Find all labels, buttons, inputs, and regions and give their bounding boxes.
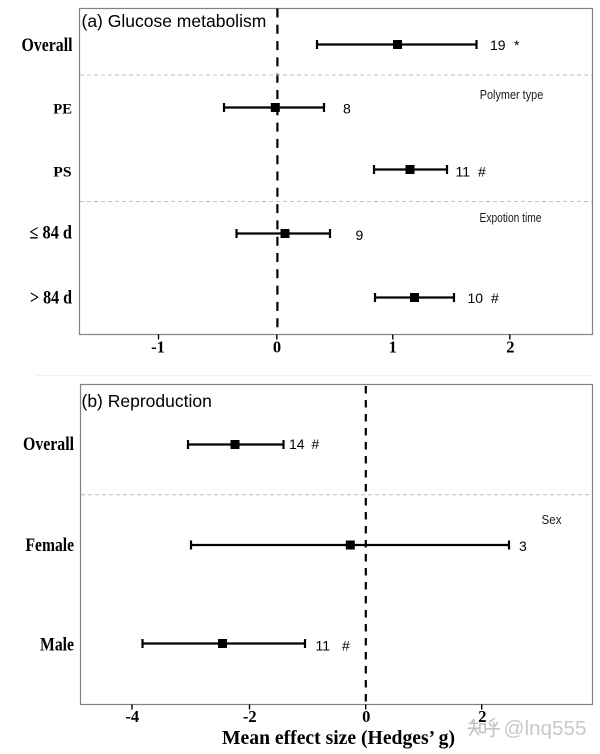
svg-text:11: 11 [316, 638, 331, 654]
svg-text:*: * [514, 37, 520, 53]
svg-text:Sex: Sex [542, 513, 563, 527]
svg-text:(b) Reproduction: (b) Reproduction [82, 391, 212, 411]
svg-text:@lnq555: @lnq555 [504, 718, 587, 740]
svg-text:#: # [478, 164, 486, 180]
svg-text:1: 1 [389, 338, 397, 357]
svg-text:PE: PE [53, 101, 72, 118]
svg-text:Mean effect size (Hedges’ g): Mean effect size (Hedges’ g) [222, 727, 455, 749]
svg-text:Male: Male [40, 635, 74, 656]
svg-text:3: 3 [519, 538, 527, 554]
svg-text:Overall: Overall [23, 434, 74, 455]
svg-text:#: # [491, 290, 499, 306]
svg-text:0: 0 [273, 338, 281, 357]
svg-text:2: 2 [506, 338, 514, 357]
svg-text:19: 19 [490, 37, 506, 53]
svg-text:≤ 84 d: ≤ 84 d [30, 223, 73, 244]
svg-text:(a) Glucose metabolism: (a) Glucose metabolism [82, 11, 267, 31]
svg-text:Overall: Overall [22, 35, 73, 56]
svg-text:2: 2 [478, 707, 486, 726]
svg-text:Female: Female [26, 535, 75, 556]
svg-text:Polymer type: Polymer type [480, 88, 544, 102]
svg-text:8: 8 [343, 101, 351, 117]
svg-text:> 84 d: > 84 d [30, 288, 72, 309]
svg-text:-2: -2 [243, 707, 257, 726]
svg-text:PS: PS [53, 163, 71, 180]
svg-text:10: 10 [468, 290, 484, 306]
svg-text:#: # [342, 638, 350, 654]
svg-text:-1: -1 [151, 338, 165, 357]
svg-text:11: 11 [456, 164, 471, 180]
svg-text:#: # [312, 436, 320, 452]
svg-text:14: 14 [289, 436, 305, 452]
svg-text:9: 9 [356, 227, 364, 243]
svg-text:-4: -4 [125, 707, 139, 726]
svg-text:0: 0 [362, 707, 370, 726]
svg-text:Expotion time: Expotion time [480, 211, 542, 225]
